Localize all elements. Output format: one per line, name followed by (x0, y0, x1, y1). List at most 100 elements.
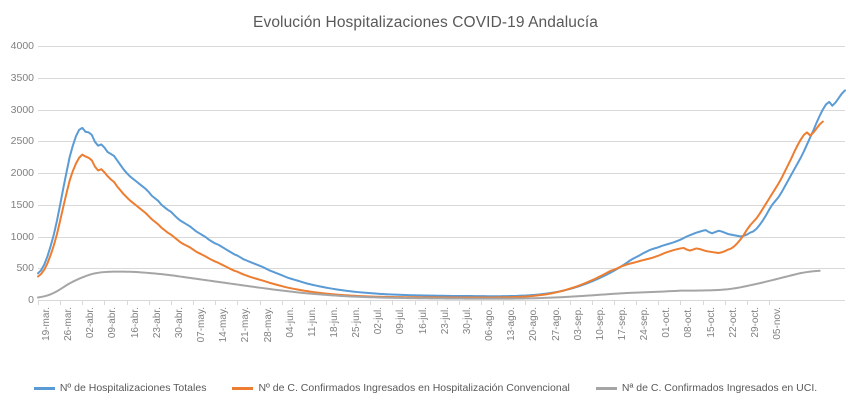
x-axis-tick-mark (237, 301, 238, 305)
x-axis-tick-label: 17-sep. (616, 307, 628, 341)
x-axis-tick-label: 30-abr. (173, 307, 185, 339)
legend-color-swatch (595, 386, 617, 390)
gridline (38, 110, 845, 111)
x-axis-tick-mark (348, 301, 349, 305)
x-axis-tick-label: 15-oct. (705, 307, 717, 338)
x-axis-tick-mark (304, 301, 305, 305)
x-axis-tick-mark (481, 301, 482, 305)
x-axis-tick-mark (570, 301, 571, 305)
x-axis-tick-mark (370, 301, 371, 305)
y-axis-tick-label: 2000 (10, 167, 34, 179)
x-axis-tick-mark (38, 301, 39, 305)
x-axis-tick-label: 28-may. (262, 307, 274, 343)
gridline (38, 268, 845, 269)
legend-color-swatch (33, 386, 55, 390)
gridline (38, 173, 845, 174)
x-axis-tick-mark (415, 301, 416, 305)
x-axis-tick-mark (636, 301, 637, 305)
x-axis-tick-mark (548, 301, 549, 305)
series-line-1 (37, 89, 846, 298)
x-axis-tick-label: 20-ago. (528, 307, 540, 341)
legend-label: Nº de Hospitalizaciones Totales (59, 382, 207, 394)
x-axis-tick-label: 04-jun. (284, 307, 296, 338)
y-axis-tick-label: 1000 (10, 230, 34, 243)
x-axis-tick-mark (703, 301, 704, 305)
x-axis-tick-mark (769, 301, 770, 305)
x-axis-tick-label: 13-ago. (506, 307, 518, 341)
x-axis-tick-mark (392, 301, 393, 305)
x-axis-tick-mark (326, 301, 327, 305)
x-axis-tick-mark (747, 301, 748, 305)
legend-item-3[interactable]: Nª de C. Confirmados Ingresados en UCI. (595, 382, 818, 394)
x-axis-tick-label: 21-may. (240, 307, 252, 343)
x-axis-tick-mark (614, 301, 615, 305)
x-axis-tick-label: 22-oct. (727, 307, 739, 338)
x-axis-tick-label: 29-oct. (749, 307, 761, 338)
x-axis-tick-mark (127, 301, 128, 305)
gridline (38, 46, 845, 47)
x-axis-tick-mark (525, 301, 526, 305)
x-axis-tick-label: 06-ago. (484, 307, 496, 341)
x-axis-tick-label: 01-oct. (661, 307, 673, 338)
x-axis-tick-label: 16-jul. (417, 307, 429, 335)
legend-item-1[interactable]: Nº de Hospitalizaciones Totales (33, 382, 207, 394)
y-axis-tick-label: 3500 (10, 71, 34, 84)
x-axis-tick-label: 19-mar. (41, 307, 52, 341)
x-axis-tick-label: 16-abr. (129, 307, 141, 339)
x-axis-line (38, 300, 845, 301)
series-lines (37, 89, 846, 300)
x-axis-tick-label: 18-jun. (328, 307, 340, 338)
x-axis-tick-mark (282, 301, 283, 305)
x-axis-tick-label: 05-nov. (772, 307, 784, 340)
gridline (38, 237, 845, 238)
x-axis-tick-label: 26-mar. (63, 307, 75, 341)
x-axis-tick-label: 23-abr. (151, 307, 163, 339)
x-axis-tick-mark (680, 301, 681, 305)
plot-wrapper (0, 46, 851, 310)
chart-legend: Nº de Hospitalizaciones Totales Nº de C. … (0, 376, 851, 400)
x-axis-tick-mark (503, 301, 504, 305)
x-axis-tick-mark (104, 301, 105, 305)
x-axis: 19-mar. 26-mar. 02-abr. 09-abr. 16-abr. 23-ab… (38, 301, 845, 363)
x-axis-tick-label: 10-sep. (594, 307, 606, 341)
gridline (38, 205, 845, 206)
legend-label: Nº de C. Confirmados Ingresados en Hospi… (258, 382, 570, 394)
legend-label: Nª de C. Confirmados Ingresados en UCI. (621, 382, 818, 394)
y-axis-tick-label: 500 (16, 262, 34, 275)
x-axis-tick-label: 23-jul. (439, 307, 451, 335)
series-line-3 (37, 269, 821, 300)
x-axis-tick-mark (149, 301, 150, 305)
x-axis-tick-label: 02-jul. (373, 307, 385, 335)
x-axis-tick-mark (215, 301, 216, 305)
y-axis: 0 500 1000 1500 2000 2500 3000 3500 4000 (0, 40, 34, 310)
x-axis-tick-label: 24-sep. (639, 307, 651, 341)
x-axis-tick-label: 09-jul. (395, 307, 407, 335)
plot-area (37, 46, 846, 301)
y-axis-tick-label: 0 (28, 294, 34, 306)
x-axis-tick-label: 09-abr. (107, 307, 119, 339)
y-axis-tick-label: 1500 (10, 198, 34, 211)
x-axis-tick-mark (658, 301, 659, 305)
y-axis-tick-label: 2500 (10, 135, 34, 148)
x-axis-tick-label: 03-sep. (572, 307, 584, 341)
x-axis-tick-label: 02-abr. (85, 307, 97, 339)
x-axis-tick-label: 25-jun. (351, 307, 363, 338)
x-axis-tick-mark (437, 301, 438, 305)
legend-item-2[interactable]: Nº de C. Confirmados Ingresados en Hospi… (232, 382, 570, 394)
x-axis-tick-label: 27-ago. (550, 307, 562, 341)
x-axis-tick-label: 07-may. (196, 307, 208, 343)
x-axis-tick-mark (725, 301, 726, 305)
gridline (38, 141, 845, 142)
x-axis-tick-mark (260, 301, 261, 305)
x-axis-tick-label: 14-may. (218, 307, 230, 343)
x-axis-tick-mark (193, 301, 194, 305)
y-axis-tick-label: 4000 (10, 40, 34, 52)
chart-title: Evolución Hospitalizaciones COVID-19 And… (253, 14, 598, 31)
gridline (38, 78, 845, 79)
x-axis-tick-label: 08-oct. (683, 307, 695, 338)
x-axis-tick-label: 11-jun. (306, 307, 318, 337)
x-axis-tick-label: 30-jul. (461, 307, 473, 335)
x-axis-tick-mark (60, 301, 61, 305)
series-line-2 (37, 120, 824, 299)
